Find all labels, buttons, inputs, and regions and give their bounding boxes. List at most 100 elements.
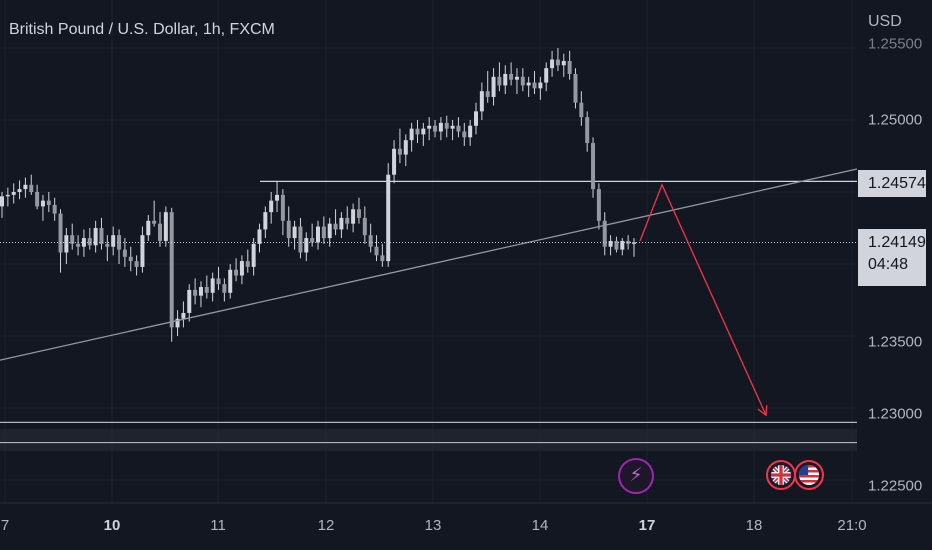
candle-body — [158, 223, 162, 241]
candle-body — [40, 200, 45, 207]
candle-body — [134, 261, 139, 267]
candle — [64, 228, 69, 264]
candle-body — [491, 76, 496, 97]
candle-body — [392, 148, 397, 175]
candle — [509, 62, 514, 86]
candle-body — [462, 131, 467, 138]
candle — [204, 275, 209, 299]
candle-body — [585, 117, 590, 144]
candle-body — [105, 243, 110, 247]
candle — [228, 264, 233, 299]
candle-body — [81, 238, 86, 247]
candle-body — [64, 235, 69, 253]
candle — [433, 120, 438, 138]
candle — [474, 102, 478, 135]
candle — [76, 235, 81, 256]
candle — [468, 120, 473, 146]
projected-path-line — [639, 183, 767, 416]
candle-body — [163, 212, 168, 241]
us-flag-icon[interactable] — [794, 460, 824, 490]
candle — [614, 236, 619, 253]
candle — [275, 181, 280, 213]
candle — [128, 246, 133, 272]
candle-body — [263, 212, 268, 230]
candle — [409, 122, 414, 152]
candle — [438, 117, 443, 141]
candle — [351, 203, 356, 233]
currency-label[interactable]: USD — [868, 13, 902, 30]
candle-body — [187, 289, 192, 313]
candle-body — [99, 228, 104, 244]
candle-body — [520, 76, 525, 86]
candle — [386, 163, 391, 267]
horizontal-levels — [0, 180, 857, 444]
candle — [40, 194, 45, 221]
candle-body — [450, 125, 455, 129]
candle-body — [444, 122, 449, 129]
candle-body — [409, 128, 414, 141]
candle — [520, 68, 525, 92]
candle-body — [193, 289, 198, 296]
uk-flag-icon[interactable] — [766, 460, 796, 490]
candle — [81, 229, 86, 257]
candle-body — [544, 68, 549, 83]
candle-body — [626, 240, 631, 244]
candle — [11, 183, 16, 204]
candle — [210, 272, 215, 302]
level-price-tag[interactable]: 1.24574 — [858, 170, 926, 197]
candle-body — [368, 235, 373, 247]
lightning-icon[interactable]: ⚡︎ — [618, 458, 654, 494]
time-tick: 17 — [638, 517, 656, 534]
candle — [257, 223, 262, 253]
candle — [298, 217, 303, 259]
candle — [497, 62, 502, 92]
candle — [17, 180, 22, 200]
candle — [632, 238, 636, 257]
candle-body — [228, 269, 233, 293]
candle — [304, 232, 309, 262]
candle-body — [321, 226, 326, 239]
candle — [239, 255, 244, 285]
candle — [479, 82, 484, 120]
candle — [181, 301, 186, 328]
candle — [585, 111, 590, 152]
candle-body — [386, 174, 391, 262]
candle-body — [210, 278, 215, 293]
candle-body — [29, 184, 34, 192]
candle-body — [421, 128, 426, 135]
candle — [374, 235, 379, 262]
candle — [356, 197, 361, 224]
candle — [52, 197, 57, 221]
candle — [573, 68, 578, 109]
candle-body — [286, 220, 291, 239]
candle-body — [257, 229, 262, 244]
candle-body — [573, 73, 578, 103]
candle — [579, 91, 584, 126]
symbol-title[interactable]: British Pound / U.S. Dollar, 1h, FXCM — [9, 21, 275, 38]
candle — [158, 212, 162, 247]
projected-path-arrow[interactable] — [639, 183, 768, 417]
candle — [462, 122, 467, 146]
candle — [122, 238, 127, 267]
candle-body — [152, 220, 157, 224]
candle-body — [269, 200, 274, 213]
candle — [46, 192, 51, 213]
candle — [392, 140, 397, 184]
candle-body — [614, 240, 619, 250]
ascending-trendline[interactable] — [0, 168, 858, 361]
candle — [310, 223, 315, 247]
candle — [567, 50, 572, 80]
bar-countdown: 04:48 — [868, 256, 909, 273]
time-tick: 21:0 — [837, 517, 867, 534]
arrowhead — [757, 405, 768, 417]
candle — [602, 212, 607, 256]
candle-body — [275, 194, 280, 201]
candle-body — [222, 284, 227, 293]
candle-body — [526, 82, 531, 86]
candle — [514, 68, 519, 95]
candle — [286, 206, 291, 247]
last-price-tag[interactable]: 1.24149 04:48 — [858, 229, 926, 286]
candle-body — [602, 220, 607, 247]
candle-body — [11, 192, 16, 195]
